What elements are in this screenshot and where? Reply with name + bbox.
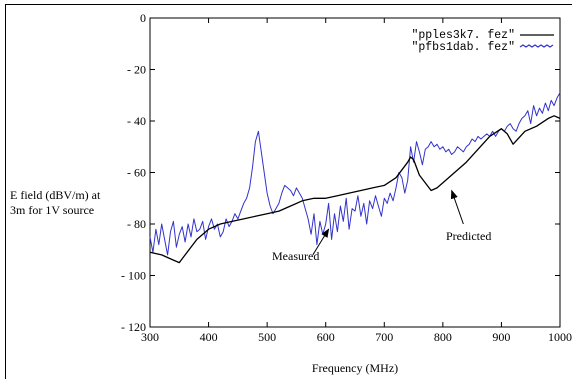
y-tick-label: - 60 bbox=[127, 166, 146, 180]
ticks: 300 400 500 600 700 800 900 1000 0 - 20 - 40 - 60 - … bbox=[121, 11, 572, 344]
y-tick-label: 0 bbox=[140, 11, 146, 25]
annotations: Measured Predicted bbox=[272, 189, 491, 263]
annotation-measured-arrow bbox=[312, 228, 330, 256]
series-layer bbox=[149, 92, 561, 264]
x-tick-label: 300 bbox=[141, 330, 159, 344]
legend-entry-1-label: "pples3k7. fez" bbox=[411, 29, 515, 42]
y-tick-label: - 100 bbox=[121, 269, 146, 283]
plot-area bbox=[149, 17, 561, 328]
y-axis-label-line-1: E field (dBV/m) at bbox=[10, 188, 101, 202]
x-tick-label: 400 bbox=[200, 330, 218, 344]
annotation-predicted-arrow bbox=[450, 189, 464, 225]
x-tick-label: 800 bbox=[434, 330, 452, 344]
legend: "pples3k7. fez" "pfbs1dab. fez" bbox=[411, 29, 554, 54]
series-measured-line bbox=[149, 92, 561, 256]
x-tick-label: 600 bbox=[317, 330, 335, 344]
x-tick-label: 700 bbox=[375, 330, 393, 344]
x-tick-label: 900 bbox=[492, 330, 510, 344]
y-tick-label: - 80 bbox=[127, 217, 146, 231]
x-axis-label: Frequency (MHz) bbox=[312, 361, 398, 375]
annotation-predicted: Predicted bbox=[446, 229, 491, 243]
x-tick-label: 500 bbox=[258, 330, 276, 344]
annotation-measured: Measured bbox=[272, 249, 319, 263]
figure-frame bbox=[5, 4, 572, 379]
y-tick-label: - 40 bbox=[127, 114, 146, 128]
y-tick-label: - 120 bbox=[121, 320, 146, 334]
x-tick-label: 1000 bbox=[548, 330, 572, 344]
series-predicted-line bbox=[149, 115, 561, 264]
y-axis-label-line-2: 3m for 1V source bbox=[10, 203, 94, 217]
y-tick-label: - 20 bbox=[127, 63, 146, 77]
legend-entry-2-swatch bbox=[519, 44, 554, 48]
legend-entry-2-label: "pfbs1dab. fez" bbox=[411, 41, 515, 54]
